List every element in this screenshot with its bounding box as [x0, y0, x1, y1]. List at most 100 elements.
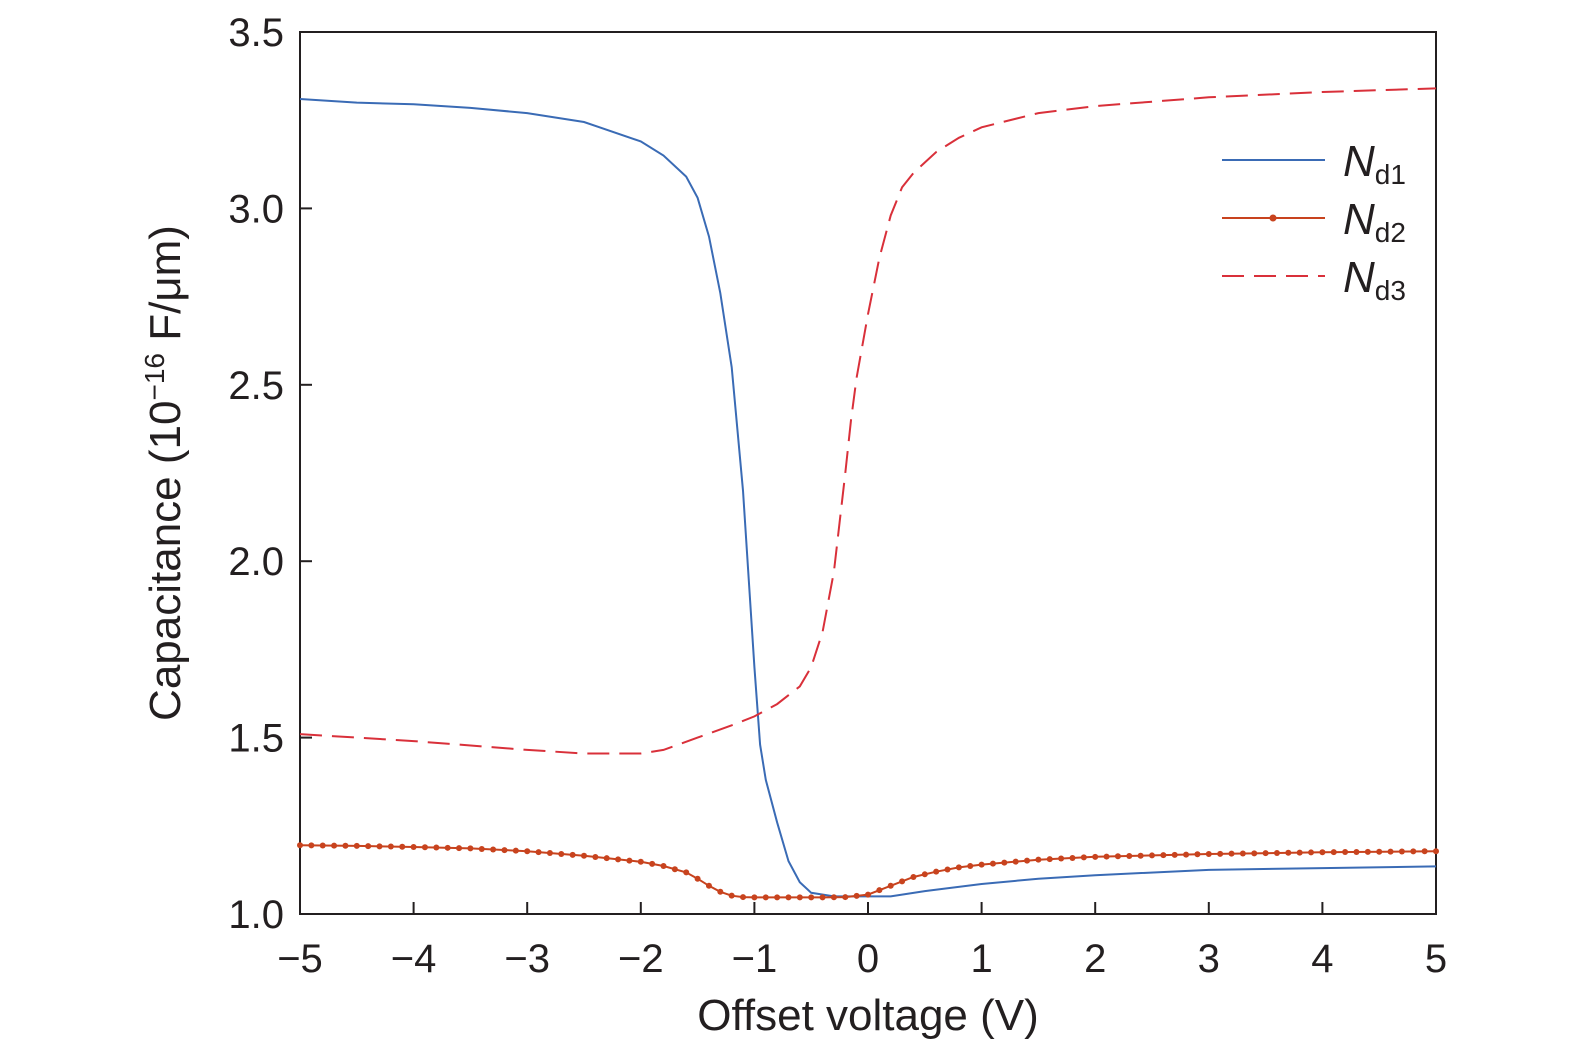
series-marker-Nd2 — [581, 852, 587, 859]
series-marker-Nd2 — [933, 868, 940, 875]
series-marker-Nd2 — [297, 842, 303, 849]
series-marker-Nd2 — [921, 871, 928, 878]
series-marker-Nd2 — [569, 851, 576, 858]
x-tick-label: 0 — [857, 937, 879, 981]
series-marker-Nd2 — [399, 843, 406, 850]
x-axis-ticks: −5 −4 −3 −2 −1 0 1 2 3 4 5 — [277, 902, 1447, 981]
series-marker-Nd2 — [1183, 851, 1190, 858]
series-marker-Nd2 — [955, 864, 962, 871]
series-marker-Nd2 — [660, 863, 667, 870]
series-marker-Nd2 — [865, 891, 871, 898]
series-marker-Nd2 — [626, 857, 633, 864]
series-line-Nd3 — [299, 87, 1437, 755]
series-marker-Nd2 — [967, 863, 974, 870]
x-tick-label: −2 — [618, 937, 664, 981]
x-tick-label: 2 — [1084, 937, 1106, 981]
series-marker-Nd2 — [637, 858, 644, 865]
series-marker-Nd2 — [1398, 848, 1405, 855]
series-line-Nd1 — [299, 98, 1437, 898]
series-marker-Nd2 — [376, 843, 383, 850]
series-marker-Nd2 — [1330, 849, 1337, 856]
series-marker-Nd2 — [1433, 848, 1439, 855]
series-marker-Nd2 — [1205, 851, 1212, 858]
y-tick-label: 2.5 — [228, 364, 284, 408]
series-marker-Nd2 — [524, 848, 531, 855]
x-tick-label: 4 — [1311, 937, 1333, 981]
series-marker-Nd2 — [535, 849, 542, 856]
series-marker-Nd2 — [1114, 853, 1121, 860]
series-marker-Nd2 — [512, 847, 519, 854]
series-marker-Nd2 — [1080, 854, 1087, 861]
x-tick-label: 1 — [970, 937, 992, 981]
x-tick-label: 5 — [1425, 937, 1447, 981]
series-marker-Nd2 — [1126, 852, 1133, 859]
series-marker-Nd2 — [830, 894, 837, 901]
series-marker-Nd2 — [740, 894, 747, 901]
y-tick-label: 3.0 — [228, 187, 284, 231]
series-marker-Nd2 — [1410, 848, 1417, 855]
legend-label-main: N — [1343, 137, 1375, 186]
series-marker-Nd2 — [501, 847, 508, 854]
series-marker-Nd2 — [989, 860, 996, 867]
legend-label-sub: d1 — [1375, 159, 1406, 190]
series-marker-Nd2 — [456, 845, 463, 852]
series-marker-Nd2 — [319, 842, 326, 849]
series-marker-Nd2 — [1160, 852, 1167, 859]
series-marker-Nd2 — [876, 887, 883, 894]
x-tick-label: −5 — [277, 937, 323, 981]
series-marker-Nd2 — [1058, 855, 1065, 862]
series-marker-Nd2 — [1364, 848, 1371, 855]
series-marker-Nd2 — [342, 842, 349, 849]
series-marker-Nd2 — [1251, 850, 1258, 857]
series-marker-Nd2 — [1296, 849, 1303, 856]
series-marker-Nd2 — [1046, 856, 1053, 863]
series-marker-Nd2 — [694, 875, 701, 882]
legend-label-Nd2: Nd2 — [1343, 195, 1406, 248]
y-axis-title: Capacitance (10−16 F/μm) — [139, 225, 190, 721]
legend-label-sub: d3 — [1375, 275, 1406, 306]
series-marker-Nd2 — [853, 892, 860, 899]
series-marker-Nd2 — [649, 860, 656, 867]
series-marker-Nd2 — [808, 894, 815, 901]
series-marker-Nd2 — [1285, 849, 1292, 856]
series-marker-Nd2 — [1035, 856, 1042, 863]
series-marker-Nd2 — [899, 878, 906, 885]
y-axis-title-prefix: Capacitance (10 — [141, 401, 190, 721]
series-marker-Nd2 — [467, 845, 474, 852]
series-layer — [297, 87, 1439, 901]
plot-frame — [299, 31, 1437, 915]
series-marker-Nd2 — [705, 882, 712, 889]
series-marker-Nd2 — [1228, 850, 1235, 857]
series-marker-Nd2 — [1012, 858, 1019, 865]
series-marker-Nd2 — [978, 861, 985, 868]
series-marker-Nd2 — [717, 888, 724, 895]
legend-label-Nd1: Nd1 — [1343, 137, 1406, 190]
series-marker-Nd2 — [910, 873, 917, 880]
series-marker-Nd2 — [353, 842, 360, 849]
series-marker-Nd2 — [819, 894, 826, 901]
series-marker-Nd2 — [842, 894, 849, 901]
series-marker-Nd2 — [728, 892, 735, 899]
legend-label-sub: d2 — [1375, 217, 1406, 248]
series-marker-Nd2 — [887, 882, 894, 889]
series-marker-Nd2 — [671, 866, 678, 873]
y-tick-label: 1.5 — [228, 717, 284, 761]
series-marker-Nd2 — [387, 843, 394, 850]
series-marker-Nd2 — [1319, 849, 1326, 856]
series-marker-Nd2 — [546, 850, 553, 857]
y-axis-title-suffix: F/μm) — [141, 225, 190, 353]
series-marker-Nd2 — [1103, 853, 1110, 860]
y-axis-title-exponent: −16 — [139, 353, 170, 401]
legend-label-main: N — [1343, 195, 1375, 244]
x-tick-label: −4 — [391, 937, 437, 981]
series-marker-Nd2 — [944, 866, 951, 873]
x-tick-label: 3 — [1198, 937, 1220, 981]
series-marker-Nd2 — [615, 856, 622, 863]
series-marker-Nd2 — [331, 842, 338, 849]
legend-marker-Nd2 — [1269, 214, 1277, 222]
legend-label-Nd3: Nd3 — [1343, 253, 1406, 306]
series-marker-Nd2 — [478, 845, 485, 852]
series-marker-Nd2 — [1001, 859, 1008, 866]
series-marker-Nd2 — [433, 844, 440, 851]
